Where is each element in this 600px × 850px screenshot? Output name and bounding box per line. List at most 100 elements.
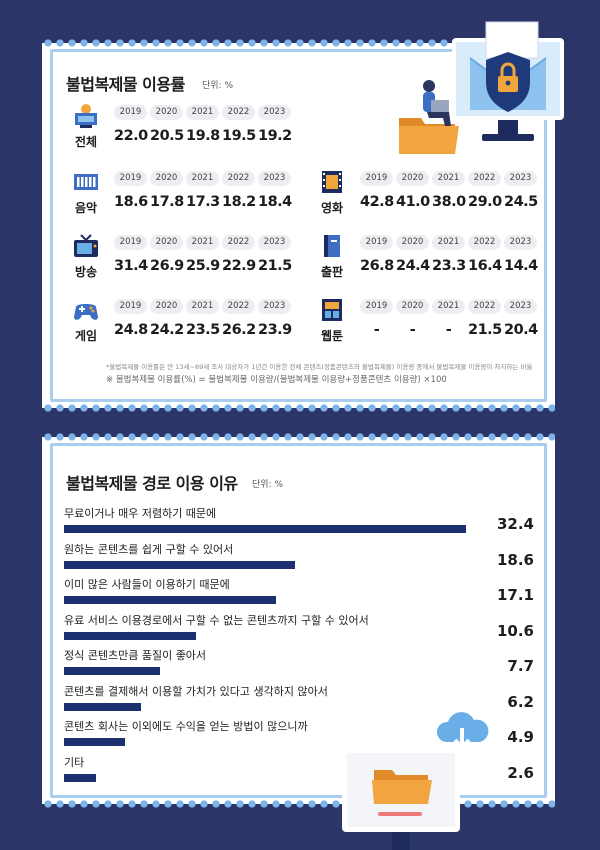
music-keyboard-icon: [72, 169, 100, 195]
tv-icon: [72, 233, 100, 259]
reason-bar: [64, 525, 466, 533]
reason-label: 기타: [64, 755, 85, 769]
book-icon: [318, 233, 346, 259]
usage-title: 불법복제물 이용률: [66, 75, 185, 94]
reason-value: 2.6: [507, 763, 534, 782]
rate-value: 22.0: [114, 128, 148, 144]
stat-block-publishing: 출판 2019 2020 2021 2022 2023 26.8 24.4 23.3 16.4 14…: [318, 233, 558, 285]
rate-value: 20.4: [504, 322, 538, 338]
rate-value: 19.2: [258, 128, 292, 144]
year-pill: 2020: [150, 235, 183, 250]
year-pill: 2019: [360, 171, 393, 186]
cloud-download-icon: [432, 708, 492, 752]
year-pill: 2021: [432, 299, 465, 314]
reason-bar: [64, 596, 277, 604]
year-pill: 2021: [186, 299, 219, 314]
rate-value: 29.0: [468, 194, 502, 210]
year-pill: 2021: [186, 105, 219, 120]
reason-value: 10.6: [496, 621, 534, 640]
reason-bar: [64, 702, 141, 711]
year-pill: 2022: [222, 235, 255, 250]
usage-unit: 단위: %: [202, 81, 234, 91]
reason-row: 원하는 콘텐츠를 쉽게 구할 수 있어서 18.6: [64, 541, 534, 581]
reason-bar: [64, 560, 295, 569]
year-pill: 2023: [504, 171, 537, 186]
reason-row: 콘텐츠 회사는 이외에도 수익을 얻는 방법이 많으니까 4.9: [64, 718, 534, 758]
category-label: 전체: [74, 135, 98, 149]
stat-block-music: 음악 2019 2020 2021 2022 2023 18.6 17.8 17.3 18.2 18…: [72, 169, 312, 221]
rate-value: 18.6: [114, 194, 148, 210]
rate-value: 23.9: [258, 322, 292, 338]
year-pill: 2022: [468, 171, 501, 186]
reason-row: 유료 서비스 이용경로에서 구할 수 없는 콘텐츠까지 구할 수 있어서 10.6: [64, 612, 534, 652]
rate-value: 26.9: [150, 258, 184, 274]
year-pill: 2019: [114, 235, 147, 250]
reason-bar: [64, 631, 196, 640]
rate-value: -: [373, 322, 380, 338]
rate-value: 38.0: [432, 194, 466, 210]
reason-label: 무료이거나 매우 저렴하기 때문에: [64, 507, 217, 520]
category-label: 방송: [74, 265, 98, 279]
rate-value: 19.5: [222, 128, 256, 144]
year-pill: 2022: [222, 171, 255, 186]
rate-value: 22.9: [222, 258, 256, 274]
year-pill: 2019: [114, 105, 147, 120]
rate-value: -: [409, 322, 416, 338]
reasons-title: 불법복제물 경로 이용 이유: [66, 474, 238, 493]
reason-row: 무료이거나 매우 저렴하기 때문에 32.4: [64, 505, 534, 545]
reason-label: 콘텐츠 회사는 이외에도 수익을 얻는 방법이 많으니까: [64, 720, 308, 733]
rate-value: 25.9: [186, 258, 220, 274]
reason-value: 4.9: [507, 728, 534, 746]
rate-value: 26.2: [222, 322, 256, 338]
reason-row: 콘텐츠를 결제해서 이용할 가치가 있다고 생각하지 않아서 6.2: [64, 683, 534, 723]
year-pill: 2023: [258, 105, 291, 120]
rate-value: -: [445, 322, 452, 338]
rate-value: 24.2: [150, 322, 184, 338]
rate-value: 16.4: [468, 258, 502, 274]
rate-value: 41.0: [396, 194, 430, 210]
category-label: 게임: [74, 329, 98, 343]
rate-value: 17.8: [150, 194, 184, 210]
year-pill: 2019: [360, 299, 393, 314]
monitor-icon: [72, 103, 100, 129]
year-pill: 2022: [468, 235, 501, 250]
reason-value: 18.6: [496, 550, 534, 569]
year-pill: 2021: [186, 171, 219, 186]
rate-value: 42.8: [360, 194, 394, 210]
stat-block-game: 게임 2019 2020 2021 2022 2023 24.8 24.2 23.5 26.2 23…: [72, 297, 312, 349]
reason-value: 32.4: [496, 515, 534, 533]
year-pill: 2022: [222, 105, 255, 120]
rate-value: 19.8: [186, 128, 220, 144]
person-laptop-illustration: [395, 78, 465, 156]
rate-value: 23.5: [186, 322, 220, 338]
year-pill: 2022: [222, 299, 255, 314]
stat-block-movie: 영화 2019 2020 2021 2022 2023 42.8 41.0 38.0 29.0 24…: [318, 169, 558, 221]
rate-value: 31.4: [114, 258, 148, 274]
rate-value: 26.8: [360, 258, 394, 274]
reason-bar: [64, 667, 160, 675]
reason-value: 7.7: [507, 657, 534, 675]
rate-value: 20.5: [150, 128, 184, 144]
category-label: 영화: [320, 201, 344, 215]
reason-label: 이미 많은 사람들이 이용하기 때문에: [64, 578, 230, 591]
stat-block-total: 전체 2019 2020 2021 2022 2023 22.0 20.5 19.8 19.5 19…: [72, 103, 312, 155]
gamepad-icon: [72, 297, 100, 323]
security-monitor-illustration: [440, 18, 572, 150]
reason-row: 이미 많은 사람들이 이용하기 때문에 17.1: [64, 576, 534, 616]
rate-value: 24.4: [396, 258, 430, 274]
year-pill: 2023: [258, 235, 291, 250]
rate-value: 23.3: [432, 258, 466, 274]
rate-value: 21.5: [258, 258, 292, 274]
reason-row: 정식 콘텐츠만큼 품질이 좋아서 7.7: [64, 647, 534, 687]
reason-value: 17.1: [496, 586, 534, 604]
year-pill: 2020: [150, 299, 183, 314]
reason-label: 정식 콘텐츠만큼 품질이 좋아서: [64, 649, 207, 662]
reason-label: 유료 서비스 이용경로에서 구할 수 없는 콘텐츠까지 구할 수 있어서: [64, 613, 369, 627]
year-pill: 2019: [114, 171, 147, 186]
year-pill: 2023: [258, 171, 291, 186]
reason-row: 기타 2.6: [64, 754, 534, 794]
year-pill: 2022: [468, 299, 501, 314]
year-pill: 2020: [396, 299, 429, 314]
rate-value: 18.2: [222, 194, 256, 210]
film-icon: [318, 169, 346, 195]
